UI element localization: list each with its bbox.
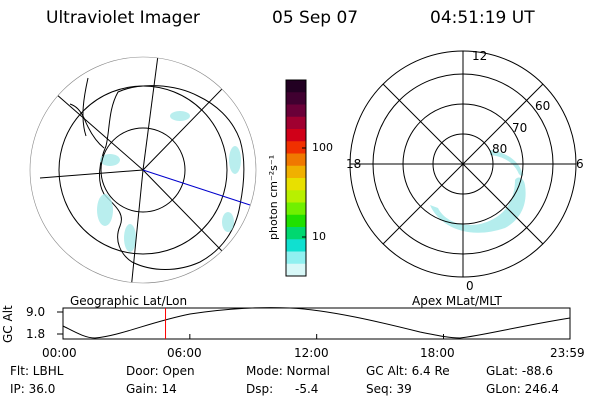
colorbar-segment <box>286 104 306 118</box>
seq-info: Seq: 39 <box>366 382 412 396</box>
altitude-xtick-1: 06:00 <box>167 346 202 360</box>
colorbar-segment <box>286 251 306 265</box>
colorbar-tick-100: 100 <box>312 141 333 154</box>
glat-info: GLat: -88.6 <box>486 364 553 378</box>
altitude-ytick-9: 9.0 <box>26 305 45 319</box>
lat-label-70: 70 <box>512 121 527 135</box>
altitude-xtick-4: 23:59 <box>550 346 585 360</box>
altitude-ytick-1.8: 1.8 <box>26 327 45 341</box>
colorbar-border <box>285 79 307 277</box>
date-label: 05 Sep 07 <box>272 8 359 28</box>
aurora-emission <box>97 111 241 252</box>
mlt-label-12: 12 <box>472 49 487 63</box>
filter-info: Flt: LBHL <box>10 364 64 378</box>
altitude-ylabel: GC Alt <box>1 305 15 343</box>
lat-label-80: 80 <box>492 142 507 156</box>
mlt-label-18: 18 <box>346 157 361 171</box>
oval-emission <box>430 150 526 233</box>
colorbar-segment <box>286 116 306 130</box>
left-panel-label: Geographic Lat/Lon <box>70 294 187 308</box>
ip-info: IP: 36.0 <box>10 382 56 396</box>
lat-label-60: 60 <box>535 99 550 113</box>
door-info: Door: Open <box>126 364 195 378</box>
colorbar-segment <box>286 202 306 216</box>
south-america-coastline <box>82 77 89 137</box>
mlt-label-6: 6 <box>576 157 584 171</box>
mlt-label-0: 0 <box>466 279 474 293</box>
mlat-mlt-grid <box>349 50 577 278</box>
glon-info: GLon: 246.4 <box>486 382 559 396</box>
colorbar-segment <box>286 214 306 228</box>
time-label: 04:51:19 UT <box>430 8 535 28</box>
colorbar-segment <box>286 80 306 93</box>
colorbar-segment <box>286 153 306 167</box>
instrument-title: Ultraviolet Imager <box>46 8 200 28</box>
mode-info: Mode: Normal <box>246 364 330 378</box>
colorbar-segment <box>286 263 306 277</box>
altitude-xtick-0: 00:00 <box>42 346 77 360</box>
right-panel-label: Apex MLat/MLT <box>412 294 502 308</box>
altitude-xtick-3: 18:00 <box>420 346 455 360</box>
colorbar-segment <box>286 178 306 191</box>
colorbar-unit-label: photon cm⁻²s⁻¹ <box>267 155 280 240</box>
colorbar-segment <box>286 129 306 142</box>
antarctica-coastline <box>99 85 245 270</box>
altitude-plot <box>57 307 571 340</box>
dsp-label: Dsp: <box>246 382 274 396</box>
dsp-value: -5.4 <box>295 382 319 396</box>
colorbar <box>285 79 307 277</box>
colorbar-tick-10: 10 <box>312 230 326 243</box>
altitude-curve <box>62 307 571 339</box>
colorbar-segment <box>286 190 306 203</box>
colorbar-segment <box>286 239 306 252</box>
view-direction-line <box>142 169 251 206</box>
geographic-map <box>29 56 257 284</box>
colorbar-segment <box>286 141 306 154</box>
altitude-xtick-2: 12:00 <box>294 346 329 360</box>
colorbar-segment <box>286 92 306 105</box>
colorbar-segment <box>286 165 306 179</box>
gain-info: Gain: 14 <box>126 382 177 396</box>
colorbar-segment <box>286 227 306 240</box>
gc-alt-info: GC Alt: 6.4 Re <box>366 364 450 378</box>
